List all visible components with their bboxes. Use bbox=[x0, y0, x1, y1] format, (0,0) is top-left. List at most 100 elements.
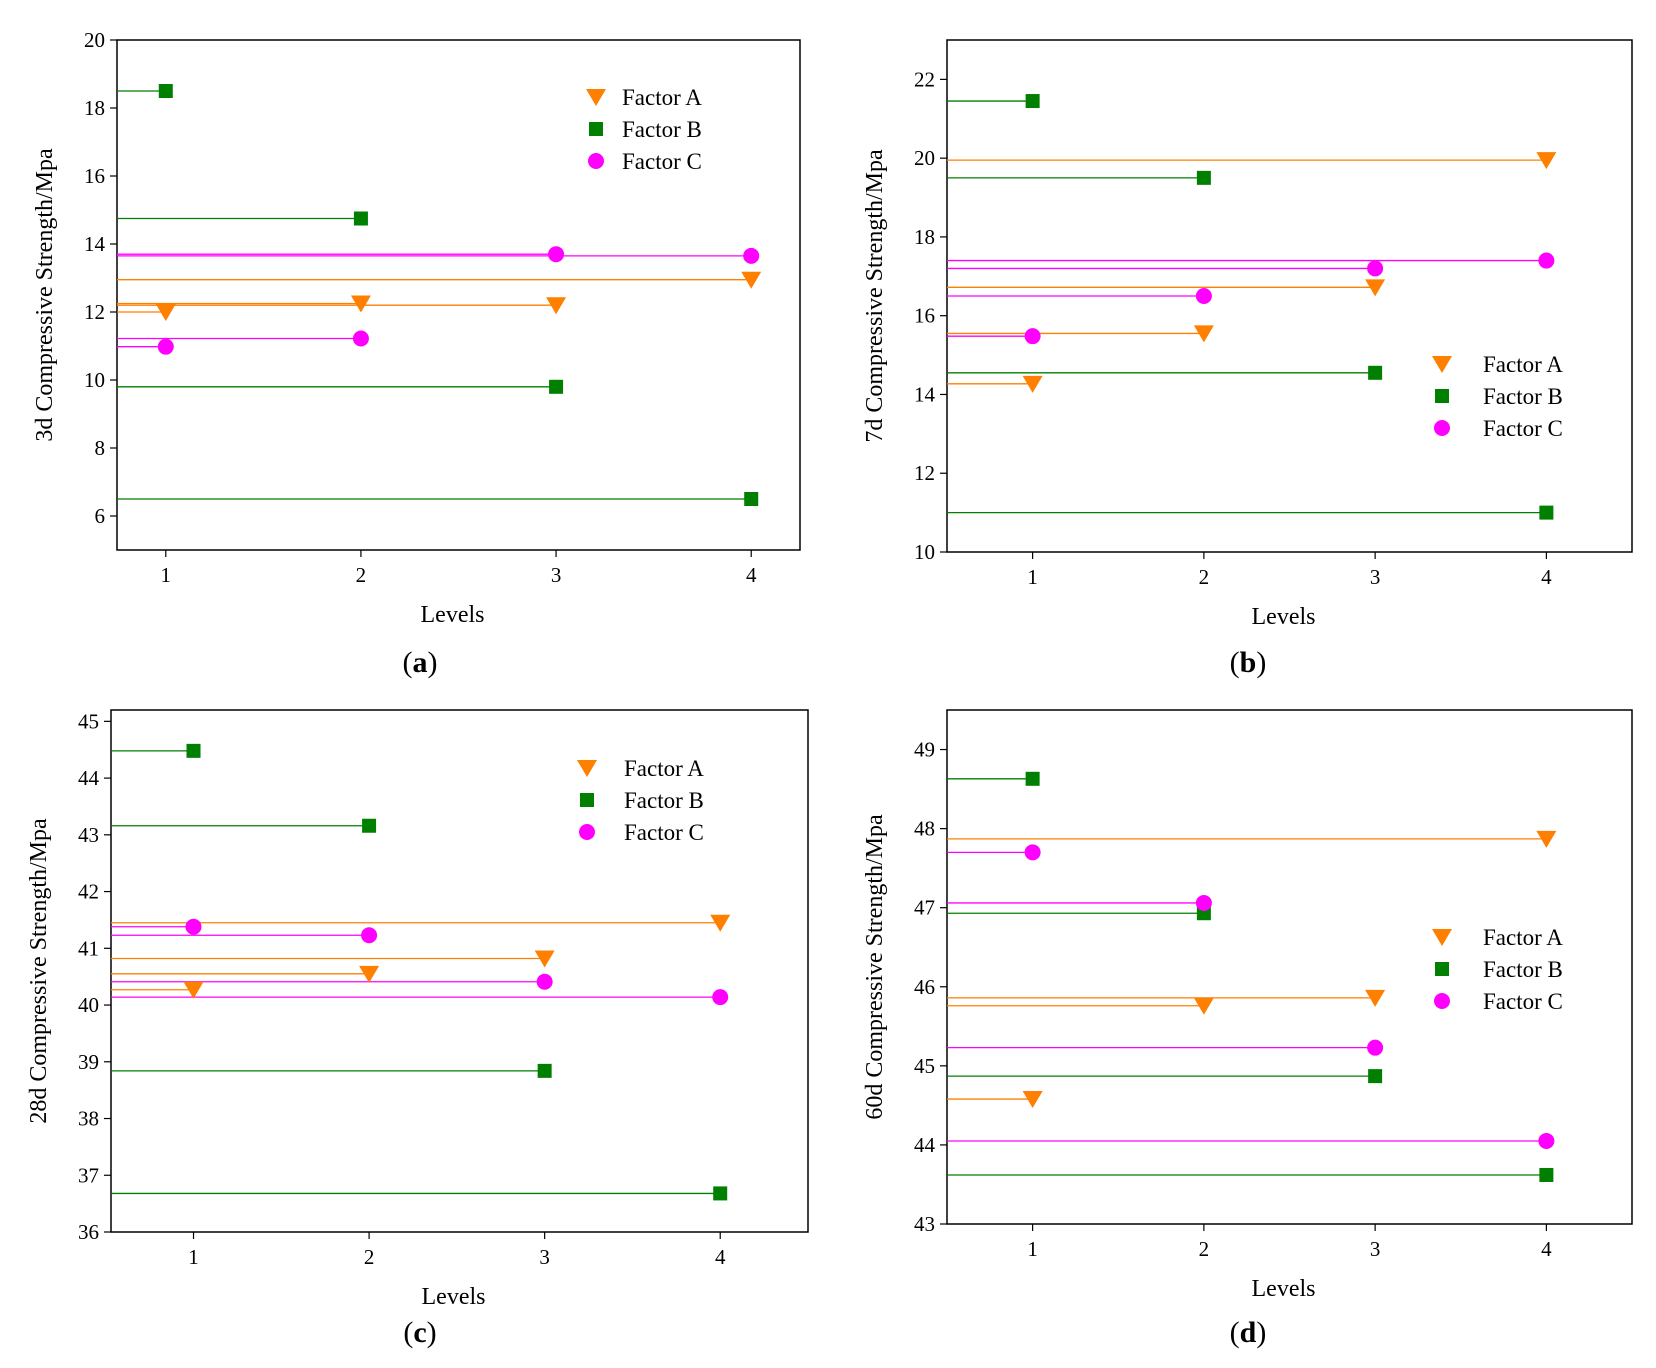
legend-label: Factor A bbox=[1483, 925, 1563, 950]
data-point bbox=[1195, 894, 1212, 911]
data-point bbox=[1193, 997, 1214, 1015]
y-axis-label: 7d Compressive Strength/Mpa bbox=[862, 149, 888, 443]
data-point bbox=[1536, 830, 1557, 848]
data-point bbox=[1025, 771, 1040, 786]
y-tick-label: 40 bbox=[78, 993, 99, 1017]
y-tick-label: 46 bbox=[914, 975, 935, 999]
legend-label: Factor B bbox=[1483, 957, 1563, 982]
data-point bbox=[353, 211, 368, 226]
data-point bbox=[362, 818, 377, 833]
data-point bbox=[1368, 365, 1383, 380]
legend-label: Factor A bbox=[624, 756, 704, 781]
y-tick-label: 48 bbox=[914, 817, 935, 841]
data-point bbox=[1022, 375, 1043, 393]
data-point bbox=[537, 1063, 552, 1078]
data-point bbox=[549, 379, 564, 394]
data-point bbox=[183, 981, 204, 999]
data-point bbox=[1025, 94, 1040, 109]
legend-marker bbox=[1434, 420, 1450, 436]
y-tick-label: 36 bbox=[78, 1220, 99, 1244]
data-point bbox=[1367, 1039, 1384, 1056]
legend-marker bbox=[586, 89, 606, 106]
x-tick-label: 2 bbox=[364, 1245, 375, 1269]
data-point bbox=[1367, 260, 1384, 277]
y-tick-label: 18 bbox=[914, 225, 935, 249]
legend-label: Factor C bbox=[1483, 989, 1563, 1014]
data-point bbox=[1365, 989, 1386, 1007]
legend-label: Factor B bbox=[1483, 384, 1563, 409]
data-point bbox=[1368, 1069, 1383, 1084]
data-point bbox=[710, 914, 731, 932]
data-point bbox=[1538, 252, 1555, 269]
x-axis-label: Levels bbox=[422, 1284, 486, 1310]
data-point bbox=[546, 297, 567, 315]
data-point bbox=[1539, 505, 1554, 520]
y-tick-label: 43 bbox=[914, 1212, 935, 1236]
legend-label: Factor B bbox=[624, 788, 704, 813]
legend-marker bbox=[1434, 993, 1450, 1009]
data-point bbox=[157, 338, 174, 355]
panel-caption: (c) bbox=[403, 1316, 436, 1349]
y-tick-label: 22 bbox=[914, 67, 935, 91]
x-tick-label: 2 bbox=[356, 563, 367, 587]
y-tick-label: 47 bbox=[914, 896, 935, 920]
x-tick-label: 3 bbox=[1370, 565, 1381, 589]
x-tick-label: 4 bbox=[1541, 565, 1552, 589]
y-tick-label: 42 bbox=[78, 880, 99, 904]
data-point bbox=[352, 330, 369, 347]
data-point bbox=[1538, 1132, 1555, 1149]
data-point bbox=[350, 295, 371, 313]
legend-label: Factor C bbox=[624, 820, 704, 845]
panel-caption: (b) bbox=[1230, 646, 1267, 679]
y-tick-label: 16 bbox=[914, 304, 935, 328]
legend-label: Factor A bbox=[622, 85, 702, 110]
x-tick-label: 4 bbox=[715, 1245, 726, 1269]
x-tick-label: 3 bbox=[539, 1245, 550, 1269]
panel-caption: (a) bbox=[403, 646, 438, 679]
x-tick-label: 2 bbox=[1199, 565, 1210, 589]
data-point bbox=[536, 973, 553, 990]
y-tick-label: 44 bbox=[914, 1133, 936, 1157]
x-axis-label: Levels bbox=[421, 602, 485, 628]
x-tick-label: 2 bbox=[1199, 1237, 1210, 1261]
y-tick-label: 38 bbox=[78, 1107, 99, 1131]
y-axis-label: 28d Compressive Strength/Mpa bbox=[26, 818, 52, 1124]
data-point bbox=[1536, 152, 1557, 170]
data-point bbox=[1196, 170, 1211, 185]
x-tick-label: 4 bbox=[746, 563, 757, 587]
data-point bbox=[1193, 325, 1214, 343]
data-point bbox=[1024, 844, 1041, 861]
plot-frame bbox=[946, 709, 1633, 1225]
x-tick-label: 1 bbox=[188, 1245, 199, 1269]
data-point bbox=[1365, 279, 1386, 297]
data-point bbox=[712, 989, 729, 1006]
data-point bbox=[359, 965, 380, 983]
y-tick-label: 49 bbox=[914, 738, 935, 762]
data-point bbox=[741, 271, 762, 289]
y-tick-label: 41 bbox=[78, 936, 99, 960]
x-tick-label: 1 bbox=[1027, 1237, 1038, 1261]
y-tick-label: 12 bbox=[914, 461, 935, 485]
x-tick-label: 1 bbox=[161, 563, 172, 587]
y-tick-label: 8 bbox=[95, 436, 106, 460]
data-point bbox=[1195, 288, 1212, 304]
legend-marker bbox=[1432, 356, 1452, 373]
legend-marker bbox=[580, 793, 594, 807]
data-point bbox=[548, 246, 565, 263]
legend-marker bbox=[1435, 389, 1449, 403]
data-point bbox=[1024, 328, 1041, 345]
data-point bbox=[155, 304, 176, 321]
data-point bbox=[1539, 1167, 1554, 1182]
legend-label: Factor A bbox=[1483, 352, 1563, 377]
y-tick-label: 45 bbox=[914, 1054, 935, 1078]
data-point bbox=[158, 84, 173, 98]
y-axis-label: 60d Compressive Strength/Mpa bbox=[862, 814, 888, 1120]
legend-marker bbox=[589, 122, 603, 136]
chart-panel-c: 36 37 38 39 40 41 42 43 44 45 1 2 3 4 Levels 28d Compre… bbox=[26, 709, 809, 1349]
legend-marker bbox=[588, 153, 604, 169]
y-tick-label: 39 bbox=[78, 1050, 99, 1074]
y-tick-label: 14 bbox=[84, 232, 106, 256]
y-tick-label: 18 bbox=[84, 96, 105, 120]
panel-caption: (d) bbox=[1230, 1316, 1267, 1349]
